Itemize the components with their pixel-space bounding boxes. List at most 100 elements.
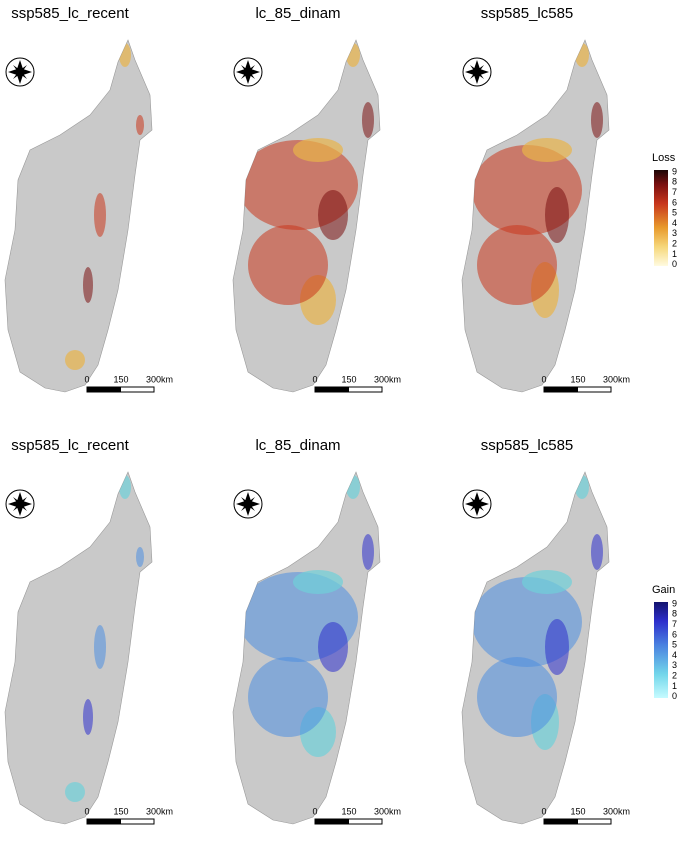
scale-label: 0 (84, 806, 89, 816)
overlay (238, 475, 374, 757)
legend-label: 5 (672, 640, 677, 650)
scale-bar-fill (87, 819, 121, 824)
legend-label: 1 (672, 249, 677, 259)
map-panel: ssp585_lc_recent 0 150 300km (4, 5, 173, 393)
panel-title: lc_85_dinam (255, 5, 340, 22)
scale-label: 300km (603, 806, 630, 816)
legend-label: 5 (672, 208, 677, 218)
compass (462, 57, 492, 87)
legend-label: 8 (672, 609, 677, 619)
legend-label: 2 (672, 238, 677, 248)
island (4, 471, 153, 825)
legend-label: 9 (672, 598, 677, 608)
overlay-patch (522, 138, 572, 162)
scale-bar-fill (87, 387, 121, 392)
compass (5, 57, 35, 87)
scale-label: 300km (603, 374, 630, 384)
map-panel: lc_85_dinam 0 150 300km (232, 437, 401, 825)
map-panel: lc_85_dinam 0 150 300km (232, 5, 401, 393)
overlay-patch (83, 267, 93, 303)
overlay-patch (119, 475, 131, 499)
legend-label: 9 (672, 166, 677, 176)
panel-title: lc_85_dinam (255, 437, 340, 454)
legend-label: 3 (672, 228, 677, 238)
overlay-patch (65, 782, 85, 802)
legend-label: 4 (672, 218, 677, 228)
scale-label: 300km (146, 374, 173, 384)
scale-label: 0 (312, 374, 317, 384)
panel-title: ssp585_lc_recent (11, 5, 129, 22)
compass-star (465, 492, 489, 516)
map-panel: ssp585_lc585 0 150 300km (461, 5, 630, 393)
map-panel: ssp585_lc_recent 0 150 300km (4, 437, 173, 825)
overlay-patch (248, 657, 328, 737)
scale-bar-fill (315, 819, 349, 824)
compass (462, 489, 492, 519)
scale-label: 300km (146, 806, 173, 816)
legend-label: 0 (672, 259, 677, 269)
overlay-patch (136, 547, 144, 567)
overlay (65, 475, 144, 802)
compass-star (8, 60, 32, 84)
overlay-patch (318, 622, 348, 672)
overlay-patch (293, 570, 343, 594)
color-bar (654, 170, 668, 266)
overlay-patch (293, 138, 343, 162)
legend-title: Gain (652, 584, 675, 596)
island (4, 39, 153, 393)
overlay-patch (83, 699, 93, 735)
scale-bar-fill (544, 819, 578, 824)
legend-label: 3 (672, 660, 677, 670)
overlay-patch (362, 102, 374, 138)
scale-label: 150 (113, 374, 128, 384)
scale-label: 150 (570, 806, 585, 816)
legend-label: 7 (672, 187, 677, 197)
scale-label: 300km (374, 806, 401, 816)
legend-label: 6 (672, 197, 677, 207)
overlay-patch (136, 115, 144, 135)
overlay (65, 43, 144, 370)
overlay (238, 43, 374, 325)
overlay-patch (477, 225, 557, 305)
overlay-patch (248, 225, 328, 305)
compass-star (8, 492, 32, 516)
scale-label: 150 (570, 374, 585, 384)
legend-label: 8 (672, 177, 677, 187)
overlay-patch (591, 102, 603, 138)
overlay-patch (362, 534, 374, 570)
legend-label: 0 (672, 691, 677, 701)
scale-label: 150 (113, 806, 128, 816)
legend-label: 2 (672, 670, 677, 680)
scale-label: 0 (84, 374, 89, 384)
scale-label: 300km (374, 374, 401, 384)
scale-bar-fill (315, 387, 349, 392)
overlay-patch (65, 350, 85, 370)
overlay-patch (94, 625, 106, 669)
compass-star (236, 60, 260, 84)
overlay-patch (522, 570, 572, 594)
scale-label: 0 (541, 806, 546, 816)
legend-label: 4 (672, 650, 677, 660)
compass (233, 57, 263, 87)
overlay-patch (94, 193, 106, 237)
scale-label: 150 (341, 806, 356, 816)
map-panel: ssp585_lc585 0 150 300km (461, 437, 630, 825)
legend-label: 1 (672, 681, 677, 691)
scale-bar-fill (544, 387, 578, 392)
compass-star (236, 492, 260, 516)
overlay-patch (477, 657, 557, 737)
overlay (472, 475, 603, 750)
compass-star (465, 60, 489, 84)
scale-label: 0 (541, 374, 546, 384)
legend-title: Loss (652, 152, 676, 164)
panel-title: ssp585_lc585 (481, 437, 574, 454)
compass (233, 489, 263, 519)
overlay-patch (545, 187, 569, 243)
overlay-patch (346, 475, 360, 499)
overlay-patch (591, 534, 603, 570)
overlay-patch (575, 475, 589, 499)
legend-label: 7 (672, 619, 677, 629)
